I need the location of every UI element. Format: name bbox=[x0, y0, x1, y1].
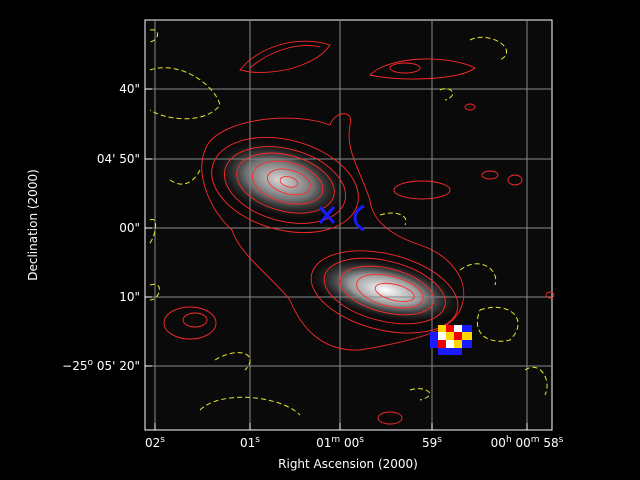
x-tick-label: 59s bbox=[422, 435, 442, 450]
tick-text: 02 bbox=[145, 436, 160, 450]
y-tick-label: −25o 05' 20" bbox=[62, 358, 140, 373]
y-tick-label: 04' 50" bbox=[97, 152, 140, 166]
pixel-patch bbox=[430, 325, 472, 355]
x-tick-label: 01m 00s bbox=[316, 435, 364, 450]
tick-text: 00" bbox=[119, 221, 140, 235]
y-tick-label: 00" bbox=[119, 221, 140, 235]
x-axis-label: Right Ascension (2000) bbox=[278, 457, 418, 471]
x-tick-label: 00h 00m 58s bbox=[491, 435, 564, 450]
tick-text: 58 bbox=[540, 436, 559, 450]
y-tick-label: 10" bbox=[119, 290, 140, 304]
yellow-contours bbox=[147, 29, 548, 416]
markers bbox=[318, 204, 365, 232]
tick-text: 59 bbox=[422, 436, 437, 450]
superscript: s bbox=[559, 435, 564, 445]
tick-text: 00 bbox=[340, 436, 359, 450]
tick-text: 40" bbox=[119, 82, 140, 96]
superscript: s bbox=[437, 435, 442, 445]
tick-text: −25 bbox=[62, 359, 87, 373]
tick-text: 00 bbox=[512, 436, 531, 450]
frame bbox=[144, 19, 553, 431]
superscript: h bbox=[506, 435, 512, 445]
tick-text: 05' 20" bbox=[93, 359, 140, 373]
tick-text: 00 bbox=[491, 436, 506, 450]
superscript: s bbox=[359, 435, 364, 445]
tick-text: 01 bbox=[240, 436, 255, 450]
tick-text: 04' 50" bbox=[97, 152, 140, 166]
tick-text: 01 bbox=[316, 436, 331, 450]
tick-text: 10" bbox=[119, 290, 140, 304]
superscript: m bbox=[531, 435, 540, 445]
x-tick-label: 01s bbox=[240, 435, 260, 450]
red-contours bbox=[163, 40, 555, 425]
superscript: o bbox=[87, 358, 93, 368]
superscript: s bbox=[160, 435, 165, 445]
x-tick-label: 02s bbox=[145, 435, 165, 450]
superscript: s bbox=[255, 435, 260, 445]
y-tick-label: 40" bbox=[119, 82, 140, 96]
y-axis-label: Declination (2000) bbox=[26, 169, 40, 281]
superscript: m bbox=[331, 435, 340, 445]
